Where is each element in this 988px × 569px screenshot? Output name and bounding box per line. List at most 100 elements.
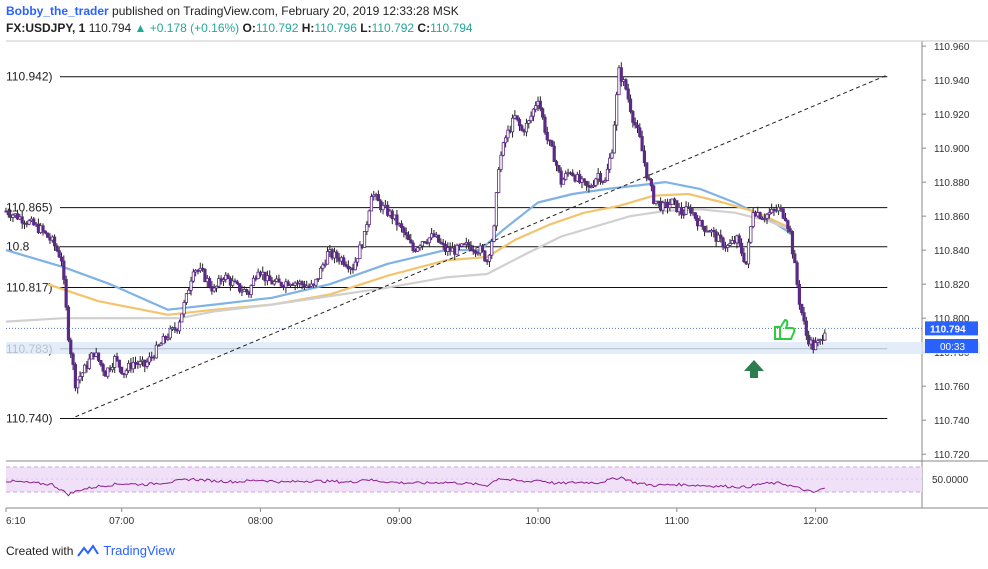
candle-body	[184, 293, 189, 303]
candle-body	[501, 142, 505, 156]
candle-body	[487, 254, 492, 262]
candle-body	[492, 225, 496, 242]
candle-body	[436, 234, 441, 243]
candle-body	[411, 242, 415, 251]
candle-body	[645, 162, 649, 179]
candle-body	[15, 213, 20, 220]
candle-body	[20, 216, 24, 224]
tradingview-link[interactable]: TradingView	[103, 543, 175, 558]
candle-body	[790, 231, 795, 255]
candle-body	[300, 281, 304, 285]
candle-body	[43, 230, 47, 234]
arrow-up-icon[interactable]	[744, 360, 764, 378]
y-tick-label: 110.940	[934, 76, 970, 87]
candle-body	[619, 67, 623, 82]
candle-body	[728, 243, 732, 246]
candle-body	[358, 244, 362, 260]
candle-body	[726, 245, 730, 248]
candle-body	[527, 120, 531, 124]
open-value: 110.792	[255, 21, 299, 35]
candle-body	[201, 267, 205, 270]
rsi-line	[5, 476, 825, 497]
candle-body	[652, 185, 656, 204]
candle-body	[631, 111, 635, 123]
x-tick-label: 08:00	[248, 516, 273, 527]
candle-body	[113, 356, 117, 368]
candle-body	[96, 352, 101, 361]
candle-body	[541, 108, 545, 118]
candle-body	[441, 242, 445, 245]
candle-body	[467, 242, 471, 246]
candle-body	[638, 127, 642, 137]
candle-body	[578, 174, 582, 183]
candle-body	[552, 145, 556, 162]
tradingview-logo-icon	[77, 543, 100, 557]
candle-body	[670, 198, 674, 205]
candle-body	[99, 359, 103, 365]
candle-body	[751, 212, 755, 227]
candle-body	[145, 361, 149, 367]
y-tick-label: 110.960	[934, 42, 970, 53]
candle-body	[277, 278, 281, 283]
candle-body	[244, 289, 249, 293]
candle-body	[795, 262, 799, 285]
thumbs-up-icon[interactable]	[774, 318, 796, 340]
open-key: O:	[242, 21, 256, 35]
candle-body	[314, 278, 318, 286]
close-value: 110.794	[430, 21, 473, 35]
candle-body	[779, 206, 783, 210]
candle-body	[404, 232, 408, 236]
candle-body	[647, 177, 651, 180]
candle-body	[133, 361, 138, 364]
candle-body	[770, 208, 774, 214]
candle-body	[633, 122, 637, 126]
candle-body	[187, 289, 191, 295]
x-tick-label: 07:00	[109, 516, 134, 527]
candle-body	[813, 342, 818, 351]
candle-body	[182, 302, 186, 315]
candle-body	[369, 196, 374, 212]
candle-body	[27, 220, 31, 225]
candle-body	[286, 281, 290, 287]
candle-body	[589, 186, 593, 189]
candle-body	[739, 242, 744, 254]
candle-body	[608, 157, 612, 170]
candle-body	[251, 277, 256, 286]
candle-body	[494, 192, 498, 227]
candle-body	[177, 321, 182, 332]
candle-body	[689, 207, 693, 214]
candle-body	[767, 212, 771, 215]
candle-body	[564, 173, 568, 180]
candle-body	[346, 265, 350, 270]
candle-body	[455, 244, 459, 255]
candle-body	[439, 241, 443, 244]
moving-average-line	[5, 208, 791, 323]
candle-body	[59, 256, 64, 262]
candle-body	[531, 108, 535, 117]
candle-body	[700, 220, 704, 227]
candle-body	[682, 213, 686, 216]
y-tick-label: 110.720	[934, 450, 970, 461]
candle-body	[353, 261, 357, 271]
high-key: H:	[301, 21, 315, 35]
candle-body	[249, 285, 253, 296]
x-tick-label: 11:00	[665, 516, 690, 527]
candle-body	[365, 224, 369, 232]
author-link[interactable]: Bobby_the_trader	[6, 4, 109, 18]
candle-body	[802, 312, 806, 322]
symbol-label[interactable]: FX:USDJPY, 1	[6, 21, 86, 35]
candle-body	[547, 139, 552, 142]
candle-body	[395, 214, 399, 226]
candle-body	[529, 115, 533, 122]
close-key: C:	[417, 21, 431, 35]
y-tick-label: 110.740	[934, 416, 970, 427]
candle-body	[538, 100, 542, 110]
x-tick-label: 10:00	[526, 516, 551, 527]
candle-body	[420, 241, 424, 247]
candle-body	[473, 250, 478, 254]
candle-body	[52, 236, 57, 247]
candle-body	[362, 231, 367, 248]
candle-body	[191, 271, 195, 282]
candle-body	[506, 129, 510, 139]
